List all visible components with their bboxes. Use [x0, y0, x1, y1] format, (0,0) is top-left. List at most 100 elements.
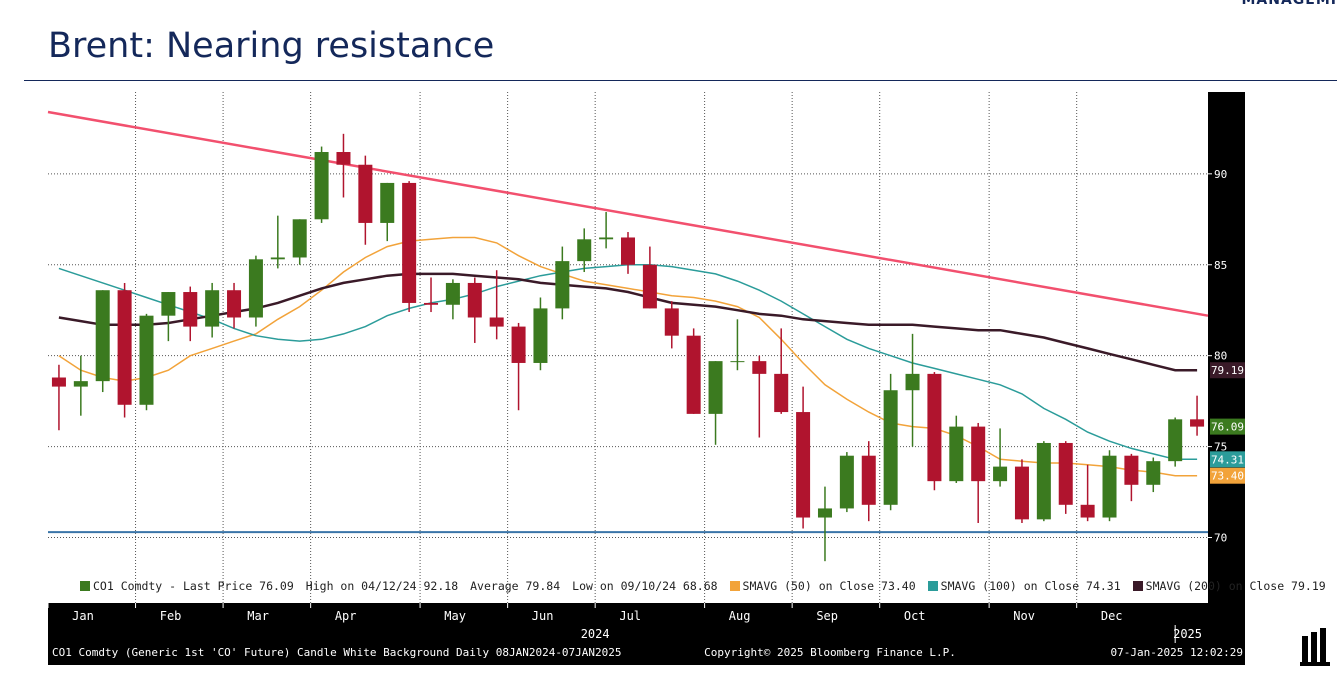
candle-body [489, 317, 504, 327]
candle-body [774, 373, 789, 413]
x-tick-label: Jun [532, 609, 554, 623]
candle-body [730, 361, 745, 363]
legend-item: Low on 09/10/24 68.68 [572, 579, 717, 593]
legend-label: Average 79.84 [470, 579, 561, 593]
footer-center: Copyright© 2025 Bloomberg Finance L.P. [704, 646, 956, 659]
x-axis-band [48, 603, 1245, 665]
candle-body [51, 377, 66, 387]
candle-body [577, 239, 592, 262]
footer-right: 07-Jan-2025 12:02:29 [1111, 646, 1243, 659]
candle-body [883, 390, 898, 505]
year-label: 2025 [1173, 627, 1202, 641]
legend-label: SMAVG (200) on Close 79.19 [1145, 579, 1326, 593]
candle-body [314, 152, 329, 220]
x-tick-label: Nov [1013, 609, 1035, 623]
y-tick-label: 85 [1214, 259, 1227, 272]
candle-body [227, 290, 242, 318]
value-tag-label: 74.31 [1211, 453, 1244, 466]
candle-body [1146, 461, 1161, 485]
x-tick-label: May [444, 609, 466, 623]
x-tick-label: Oct [904, 609, 926, 623]
candle-body [599, 237, 614, 240]
candle-body [336, 152, 351, 165]
candle-body [927, 373, 942, 482]
candle-body [949, 426, 964, 482]
candle-body [117, 290, 132, 405]
candle-body [467, 282, 482, 318]
legend-label: SMAVG (100) on Close 74.31 [940, 579, 1121, 593]
candle-body [1124, 455, 1139, 485]
candle-body [752, 361, 767, 374]
candle-body [905, 373, 920, 391]
legend-label: High on 04/12/24 92.18 [305, 579, 459, 593]
legend-item: High on 04/12/24 92.18 [306, 579, 458, 593]
x-tick-label: Sep [816, 609, 838, 623]
candle-body [971, 426, 986, 482]
candle-body [358, 164, 373, 223]
x-tick-label: Feb [160, 609, 182, 623]
value-tag [1210, 451, 1245, 468]
legend-swatch [729, 581, 740, 591]
candle-body [248, 259, 263, 318]
y-tick-label: 70 [1214, 532, 1227, 545]
candle-body [1036, 442, 1051, 520]
candle-body [270, 257, 285, 260]
x-tick-label: Jan [72, 609, 94, 623]
value-tag [1210, 418, 1245, 435]
resistance-line [47, 110, 1209, 317]
candle-body [380, 182, 395, 223]
candle-body [620, 237, 636, 265]
legend-label: Low on 09/10/24 68.68 [572, 579, 718, 593]
candle-body [1014, 466, 1029, 520]
page-title: Brent: Nearing resistance [48, 26, 495, 66]
year-label: 2024 [581, 627, 610, 641]
x-tick-label: Jul [619, 609, 641, 623]
moving-average-line [58, 272, 1198, 372]
brand: MANAGEMI [1241, 0, 1337, 8]
legend-swatch [1132, 581, 1143, 591]
x-tick-label: Apr [335, 609, 357, 623]
value-tag [1210, 362, 1245, 379]
y-tick-label: 90 [1214, 168, 1227, 181]
legend-swatch [80, 581, 90, 591]
candle-body [424, 302, 439, 305]
legend-item: SMAVG (50) on Close 73.40 [729, 579, 916, 593]
legend-item: Average 79.84 [470, 579, 560, 593]
legend-label: SMAVG (50) on Close 73.40 [742, 579, 916, 593]
candle-body [664, 308, 679, 336]
candle-body [205, 290, 220, 327]
candle-body [708, 361, 723, 414]
moving-average-line [58, 236, 1198, 477]
candle-body [839, 455, 854, 509]
value-tag-label: 76.09 [1211, 421, 1244, 434]
legend-item: SMAVG (100) on Close 74.31 [927, 579, 1121, 593]
candle-body [861, 455, 876, 505]
x-tick-label: Aug [729, 609, 751, 623]
candle-body [642, 264, 657, 309]
candle-body [817, 508, 832, 518]
candle-body [183, 292, 198, 327]
candle-body [1168, 419, 1183, 462]
candle-body [533, 308, 548, 363]
value-tag-label: 73.40 [1211, 470, 1244, 483]
value-tag [1210, 467, 1245, 484]
candle-body [1058, 442, 1073, 505]
candle-body [402, 182, 417, 303]
candle-body [993, 466, 1008, 482]
candle-body [686, 335, 701, 414]
value-tag-label: 79.19 [1211, 364, 1244, 377]
legend-swatch [927, 581, 938, 591]
candle-body [445, 282, 460, 305]
footer-left: CO1 Comdty (Generic 1st 'CO' Future) Can… [52, 646, 622, 659]
candle-body [796, 412, 811, 518]
candle-body [161, 292, 176, 316]
legend-item: SMAVG (200) on Close 79.19 [1132, 579, 1326, 593]
candle-body [73, 381, 88, 387]
candle-body [95, 290, 110, 382]
legend: CO1 Comdty - Last Price 76.09 High on 04/… [80, 576, 1326, 596]
logo [1300, 628, 1330, 666]
y-tick-label: 80 [1214, 350, 1227, 363]
x-tick-label: Mar [247, 609, 269, 623]
